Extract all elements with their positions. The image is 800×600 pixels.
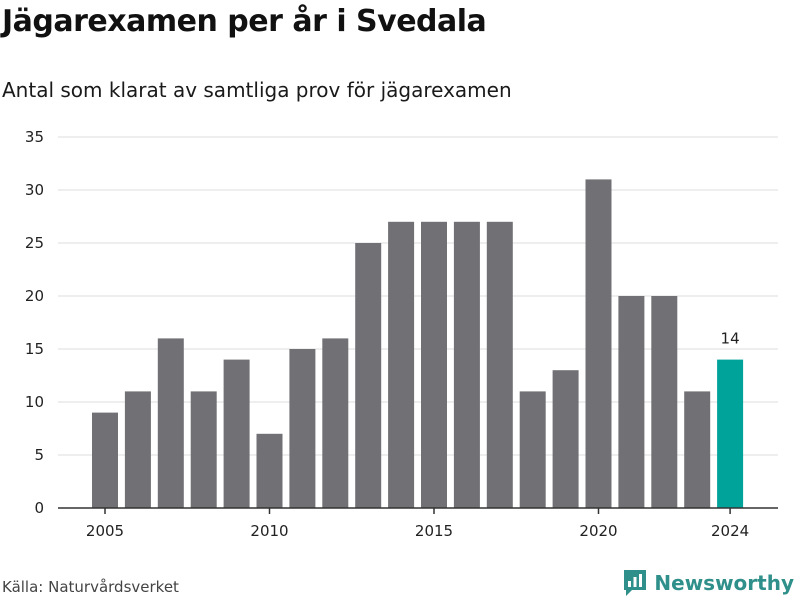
- bar-2018: [519, 391, 546, 508]
- source-note: Källa: Naturvårdsverket: [2, 578, 179, 596]
- y-tick-label: 15: [25, 340, 44, 358]
- bar-2015: [421, 221, 447, 509]
- bar-2023: [684, 391, 711, 508]
- data-labels: 14: [721, 330, 740, 348]
- bar-2005: [92, 412, 118, 508]
- bar-2010: [256, 433, 283, 508]
- brand-logo[interactable]: Newsworthy: [622, 568, 794, 598]
- y-tick-label: 20: [25, 287, 44, 305]
- bar-2009: [223, 359, 250, 508]
- bar-2024: [717, 359, 744, 508]
- chart-subtitle: Antal som klarat av samtliga prov för jä…: [2, 78, 512, 102]
- y-tick-label: 10: [25, 393, 44, 411]
- y-tick-label: 25: [25, 234, 44, 252]
- bars: [92, 179, 744, 509]
- y-axis-ticks: 0 5 10 15 20 25 30 35: [25, 128, 44, 517]
- bar-2020: [585, 179, 612, 508]
- y-tick-label: 0: [34, 499, 44, 517]
- bar-2012: [322, 338, 349, 508]
- bar-2006: [124, 391, 151, 508]
- y-tick-label: 35: [25, 128, 44, 146]
- chart-title: Jägarexamen per år i Svedala: [2, 4, 487, 39]
- bar-2019: [552, 370, 579, 508]
- bar-2017: [486, 221, 513, 509]
- x-tick-label: 2024: [711, 522, 749, 540]
- bar-2011: [289, 349, 316, 508]
- bar-2014: [388, 221, 415, 509]
- data-label-2024: 14: [721, 330, 740, 348]
- newsworthy-logo-icon: [624, 570, 647, 596]
- y-tick-label: 30: [25, 181, 44, 199]
- bar-2008: [190, 391, 217, 508]
- x-tick-label: 2020: [579, 522, 617, 540]
- brand-name: Newsworthy: [654, 571, 794, 595]
- x-tick-label: 2015: [415, 522, 453, 540]
- bar-2007: [157, 338, 184, 508]
- bar-2016: [453, 221, 480, 509]
- y-tick-label: 5: [34, 446, 44, 464]
- bar-2022: [651, 296, 678, 508]
- x-axis: 2005 2010 2015 2020 2024: [58, 507, 778, 540]
- x-tick-label: 2010: [250, 522, 288, 540]
- bar-2021: [618, 296, 645, 508]
- x-tick-label: 2005: [86, 522, 124, 540]
- bar-2013: [355, 243, 382, 508]
